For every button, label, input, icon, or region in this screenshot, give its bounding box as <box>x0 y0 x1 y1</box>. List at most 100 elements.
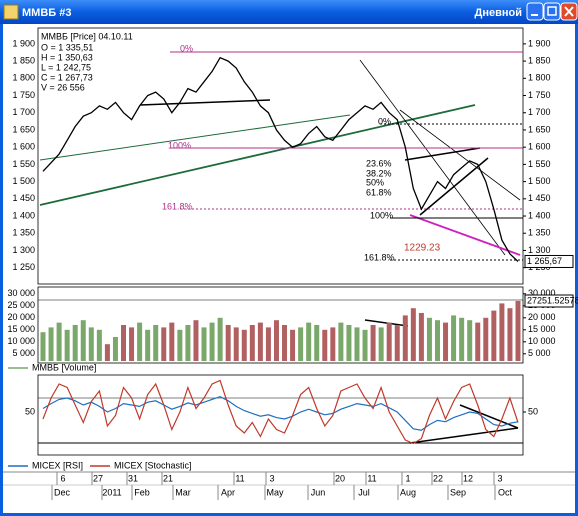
volume-bar <box>40 332 46 361</box>
y-tick-label-right: 1 450 <box>528 193 551 203</box>
volume-bar <box>426 317 432 361</box>
y-tick-label: 1 400 <box>12 210 35 220</box>
drawings <box>38 51 523 444</box>
volume-bar <box>386 322 392 361</box>
volume-bar <box>451 315 457 361</box>
y-tick-label-right: 1 700 <box>528 107 551 117</box>
y-tick-label: 30 000 <box>7 288 35 298</box>
annotation: 100% <box>370 210 393 220</box>
month-label: Aug <box>400 487 416 497</box>
volume-bar <box>475 322 481 361</box>
volume-bar <box>121 325 127 361</box>
month-label: Mar <box>175 487 191 497</box>
y-tick-label-right: 5 000 <box>528 348 551 358</box>
y-tick-label: 5 000 <box>12 348 35 358</box>
y-tick-label: 1 500 <box>12 176 35 186</box>
volume-bar <box>209 322 215 361</box>
day-label: 31 <box>128 473 138 483</box>
quote-line: L = 1 242,75 <box>41 62 91 72</box>
volume-bar <box>362 329 368 361</box>
volume-bar <box>467 320 473 361</box>
annotation: 38.2% <box>366 168 392 178</box>
volume-bar <box>249 325 255 361</box>
y-tick-label-right: 20 000 <box>528 312 556 322</box>
volume-bar <box>241 329 247 361</box>
title-bar <box>0 0 578 24</box>
y-tick-label: 1 450 <box>12 193 35 203</box>
volume-bar <box>145 329 151 361</box>
y-tick-label-right: 1 850 <box>528 55 551 65</box>
volume-bar <box>161 327 167 361</box>
volume-bar <box>137 322 143 361</box>
y-tick-label-right: 1 600 <box>528 142 551 152</box>
volume-bar <box>507 308 513 361</box>
month-label: Jul <box>358 487 370 497</box>
y-tick-label-right: 10 000 <box>528 336 556 346</box>
volume-bar <box>338 322 344 361</box>
volume-bar <box>185 325 191 361</box>
day-label: 22 <box>433 473 443 483</box>
volume-bar <box>418 313 424 361</box>
maximize-button[interactable] <box>543 2 561 21</box>
y-tick-label-right: 1 500 <box>528 176 551 186</box>
day-label: 27 <box>93 473 103 483</box>
quote-line: H = 1 350,63 <box>41 52 93 62</box>
y-tick-label: 1 650 <box>12 124 35 134</box>
volume-bar <box>88 327 94 361</box>
annotation: 0% <box>180 43 193 53</box>
volume-bar <box>80 320 86 361</box>
annotation: 161.8% <box>162 201 193 211</box>
volume-bar <box>491 310 497 361</box>
y-tick-label-right: 1 650 <box>528 124 551 134</box>
volume-bar <box>322 329 328 361</box>
y-tick-label-right: 1 550 <box>528 159 551 169</box>
y-tick-label-right: 1 900 <box>528 38 551 48</box>
volume-bar <box>48 327 54 361</box>
y-tick-label: 1 800 <box>12 73 35 83</box>
y-tick-label-right: 1 800 <box>528 73 551 83</box>
y-tick-label: 1 750 <box>12 90 35 100</box>
price-title: MMBБ [Price] 04.10.11 <box>41 31 133 41</box>
close-icon <box>564 6 574 17</box>
volume-bar <box>370 325 376 361</box>
quote-line: O = 1 335,51 <box>41 42 93 52</box>
annotation: 161.8% <box>364 252 395 262</box>
last-value-box <box>524 294 574 308</box>
y-tick-label: 1 300 <box>12 245 35 255</box>
chart-area <box>3 24 575 513</box>
month-label: Feb <box>134 487 150 497</box>
volume-bar <box>499 303 505 361</box>
y-tick-label: 1 600 <box>12 142 35 152</box>
volume-bar <box>201 327 207 361</box>
volume-bar <box>177 329 183 361</box>
volume-bar <box>193 320 199 361</box>
y-tick-label: 1 850 <box>12 55 35 65</box>
volume-bar <box>378 327 384 361</box>
volume-bar <box>410 308 416 361</box>
y-tick-label: 1 550 <box>12 159 35 169</box>
y-tick-label-right: 15 000 <box>528 324 556 334</box>
day-label: 21 <box>163 473 173 483</box>
y-tick-label-right: 1 750 <box>528 90 551 100</box>
volume-bar <box>265 327 271 361</box>
minimize-button[interactable] <box>526 2 544 21</box>
panel-borders <box>37 27 524 456</box>
day-label: 12 <box>463 473 473 483</box>
day-label: 20 <box>335 473 345 483</box>
series-line <box>42 395 519 431</box>
y-tick-label: 25 000 <box>7 300 35 310</box>
volume-bar <box>306 322 312 361</box>
month-label: Apr <box>221 487 235 497</box>
volume-bar <box>96 329 102 361</box>
month-label: Sep <box>450 487 466 497</box>
volume-bar <box>257 322 263 361</box>
month-label: Jun <box>311 487 326 497</box>
legend-label: MMBБ [Volume] <box>32 362 96 372</box>
volume-bar <box>233 327 239 361</box>
day-label: 1 <box>405 473 410 483</box>
maximize-icon <box>547 6 557 16</box>
y-tick-label: 10 000 <box>7 336 35 346</box>
volume-bar <box>129 327 135 361</box>
annotation: 61.8% <box>366 187 392 197</box>
